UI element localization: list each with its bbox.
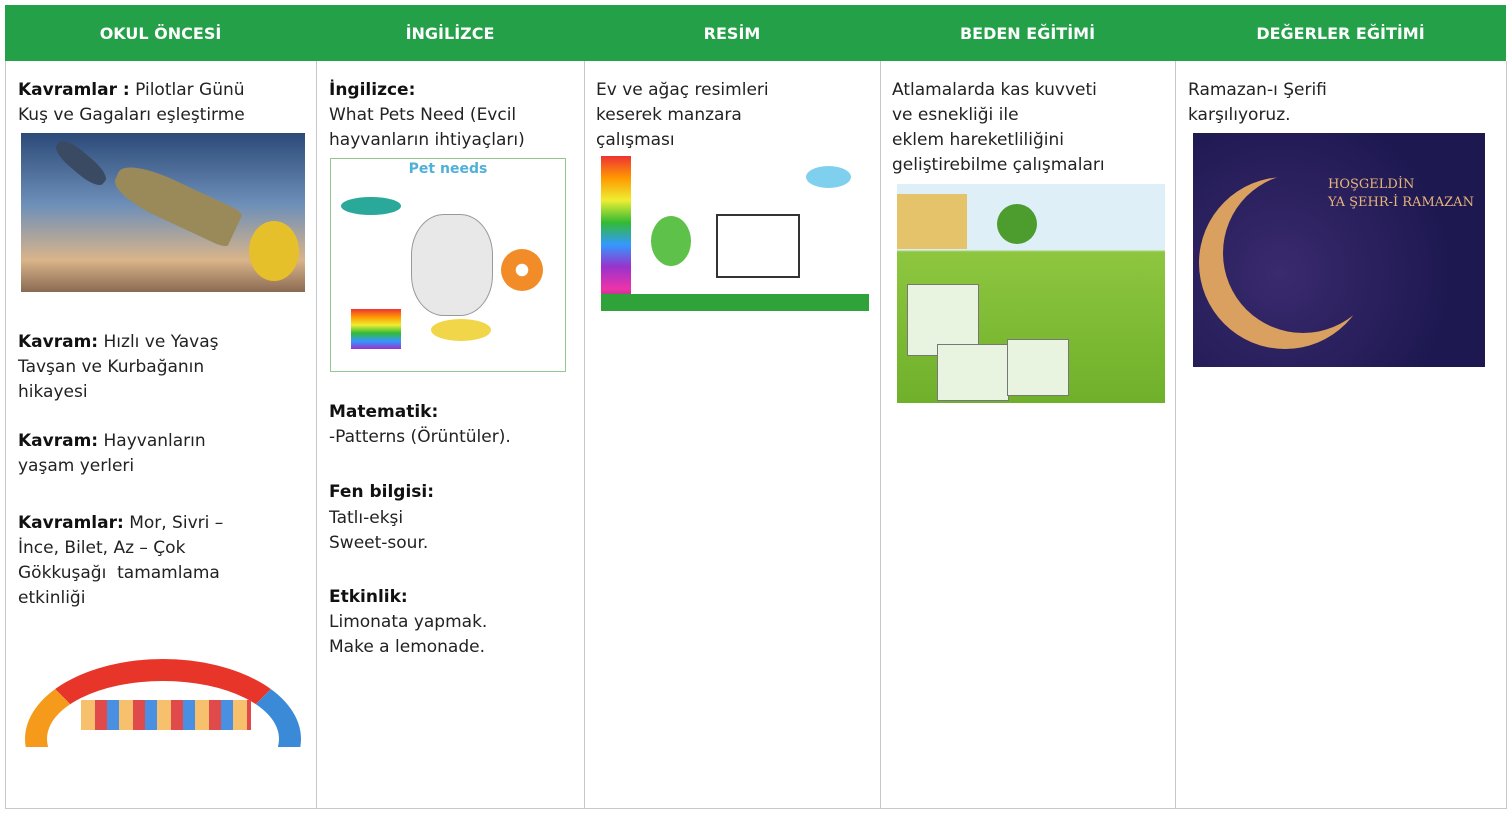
text-line: Limonata yapmak. bbox=[329, 612, 488, 632]
border bbox=[316, 5, 317, 809]
text: Kuş ve Gagaları eşleştirme bbox=[18, 105, 245, 125]
text-line: Etkinlik: bbox=[329, 585, 408, 609]
text-line: Tavşan ve Kurbağanın bbox=[18, 355, 204, 379]
text: hikayesi bbox=[18, 382, 88, 402]
jet-image bbox=[21, 133, 305, 292]
text: Hayvanların bbox=[103, 431, 206, 451]
text-line: Ev ve ağaç resimleri bbox=[596, 80, 769, 100]
text-line: Atlamalarda kas kuvveti bbox=[892, 80, 1097, 100]
pet-needs-image: Pet needs bbox=[330, 158, 566, 372]
text-line: geliştirebilme çalışmaları bbox=[892, 155, 1105, 175]
text: Mor, Sivri – bbox=[129, 513, 224, 533]
text-line: Matematik: bbox=[329, 400, 438, 424]
border bbox=[880, 5, 881, 809]
label: Kavramlar : bbox=[18, 80, 130, 100]
rainbow-image bbox=[21, 655, 305, 747]
text: Pilotlar Günü bbox=[135, 80, 245, 100]
text-line: yaşam yerleri bbox=[18, 454, 134, 478]
text-line: hayvanların ihtiyaçları) bbox=[329, 130, 525, 150]
column-header: RESİM bbox=[584, 5, 881, 61]
ramazan-image: HOŞGELDİN YA ŞEHR-İ RAMAZAN bbox=[1193, 133, 1485, 367]
text-line: Kavramlar : Pilotlar Günü bbox=[18, 78, 245, 102]
column-header: OKUL ÖNCESİ bbox=[5, 5, 317, 61]
border bbox=[5, 5, 6, 809]
text: Hızlı ve Yavaş bbox=[103, 332, 219, 352]
text-line: karşılıyoruz. bbox=[1188, 105, 1291, 125]
text-line: Kavramlar: Mor, Sivri – bbox=[18, 511, 223, 535]
label: Kavram: bbox=[18, 332, 99, 352]
text: İnce, Bilet, Az – Çok bbox=[18, 538, 186, 558]
image-title: Pet needs bbox=[408, 161, 488, 177]
label: Kavramlar: bbox=[18, 513, 124, 533]
image-text: HOŞGELDİN bbox=[1328, 177, 1415, 192]
text-line: What Pets Need (Evcil bbox=[329, 105, 517, 125]
text-line: İngilizce: bbox=[329, 78, 415, 102]
text-line: ve esnekliği ile bbox=[892, 105, 1019, 125]
text-line: Ramazan-ı Şerifi bbox=[1188, 80, 1327, 100]
label: Matematik: bbox=[329, 402, 439, 422]
column-header: İNGİLİZCE bbox=[316, 5, 585, 61]
sports-image bbox=[897, 184, 1165, 403]
border bbox=[5, 808, 1506, 809]
text-line: eklem hareketliliğini bbox=[892, 130, 1064, 150]
text-line: Kavram: Hayvanların bbox=[18, 429, 206, 453]
text: Gökkuşağı tamamlama bbox=[18, 563, 220, 583]
text-line: Make a lemonade. bbox=[329, 637, 485, 657]
text-line: Sweet-sour. bbox=[329, 533, 429, 553]
text-line: -Patterns (Örüntüler). bbox=[329, 427, 511, 447]
text-line: Fen bilgisi: bbox=[329, 480, 434, 504]
label: Fen bilgisi: bbox=[329, 482, 435, 502]
column-header: DEĞERLER EĞİTİMİ bbox=[1175, 5, 1507, 61]
text: etkinliği bbox=[18, 588, 86, 608]
text-line: keserek manzara bbox=[596, 105, 742, 125]
border bbox=[1175, 5, 1176, 809]
text-line: çalışması bbox=[596, 130, 675, 150]
label: Kavram: bbox=[18, 431, 99, 451]
drawing-image bbox=[601, 156, 869, 311]
column-header: BEDEN EĞİTİMİ bbox=[880, 5, 1176, 61]
text-line: Kavram: Hızlı ve Yavaş bbox=[18, 330, 219, 354]
text-line: etkinliği bbox=[18, 586, 85, 610]
image-text: YA ŞEHR-İ RAMAZAN bbox=[1328, 195, 1474, 210]
border bbox=[584, 5, 585, 809]
text-line: Gökkuşağı tamamlama bbox=[18, 561, 220, 585]
text-line: Kuş ve Gagaları eşleştirme bbox=[18, 103, 245, 127]
text: yaşam yerleri bbox=[18, 456, 135, 476]
text: Tavşan ve Kurbağanın bbox=[18, 357, 205, 377]
text-line: Tatlı-ekşi bbox=[329, 508, 404, 528]
label: İngilizce: bbox=[329, 80, 416, 100]
text-line: hikayesi bbox=[18, 380, 88, 404]
text-line: İnce, Bilet, Az – Çok bbox=[18, 536, 185, 560]
label: Etkinlik: bbox=[329, 587, 408, 607]
border bbox=[1506, 5, 1507, 809]
